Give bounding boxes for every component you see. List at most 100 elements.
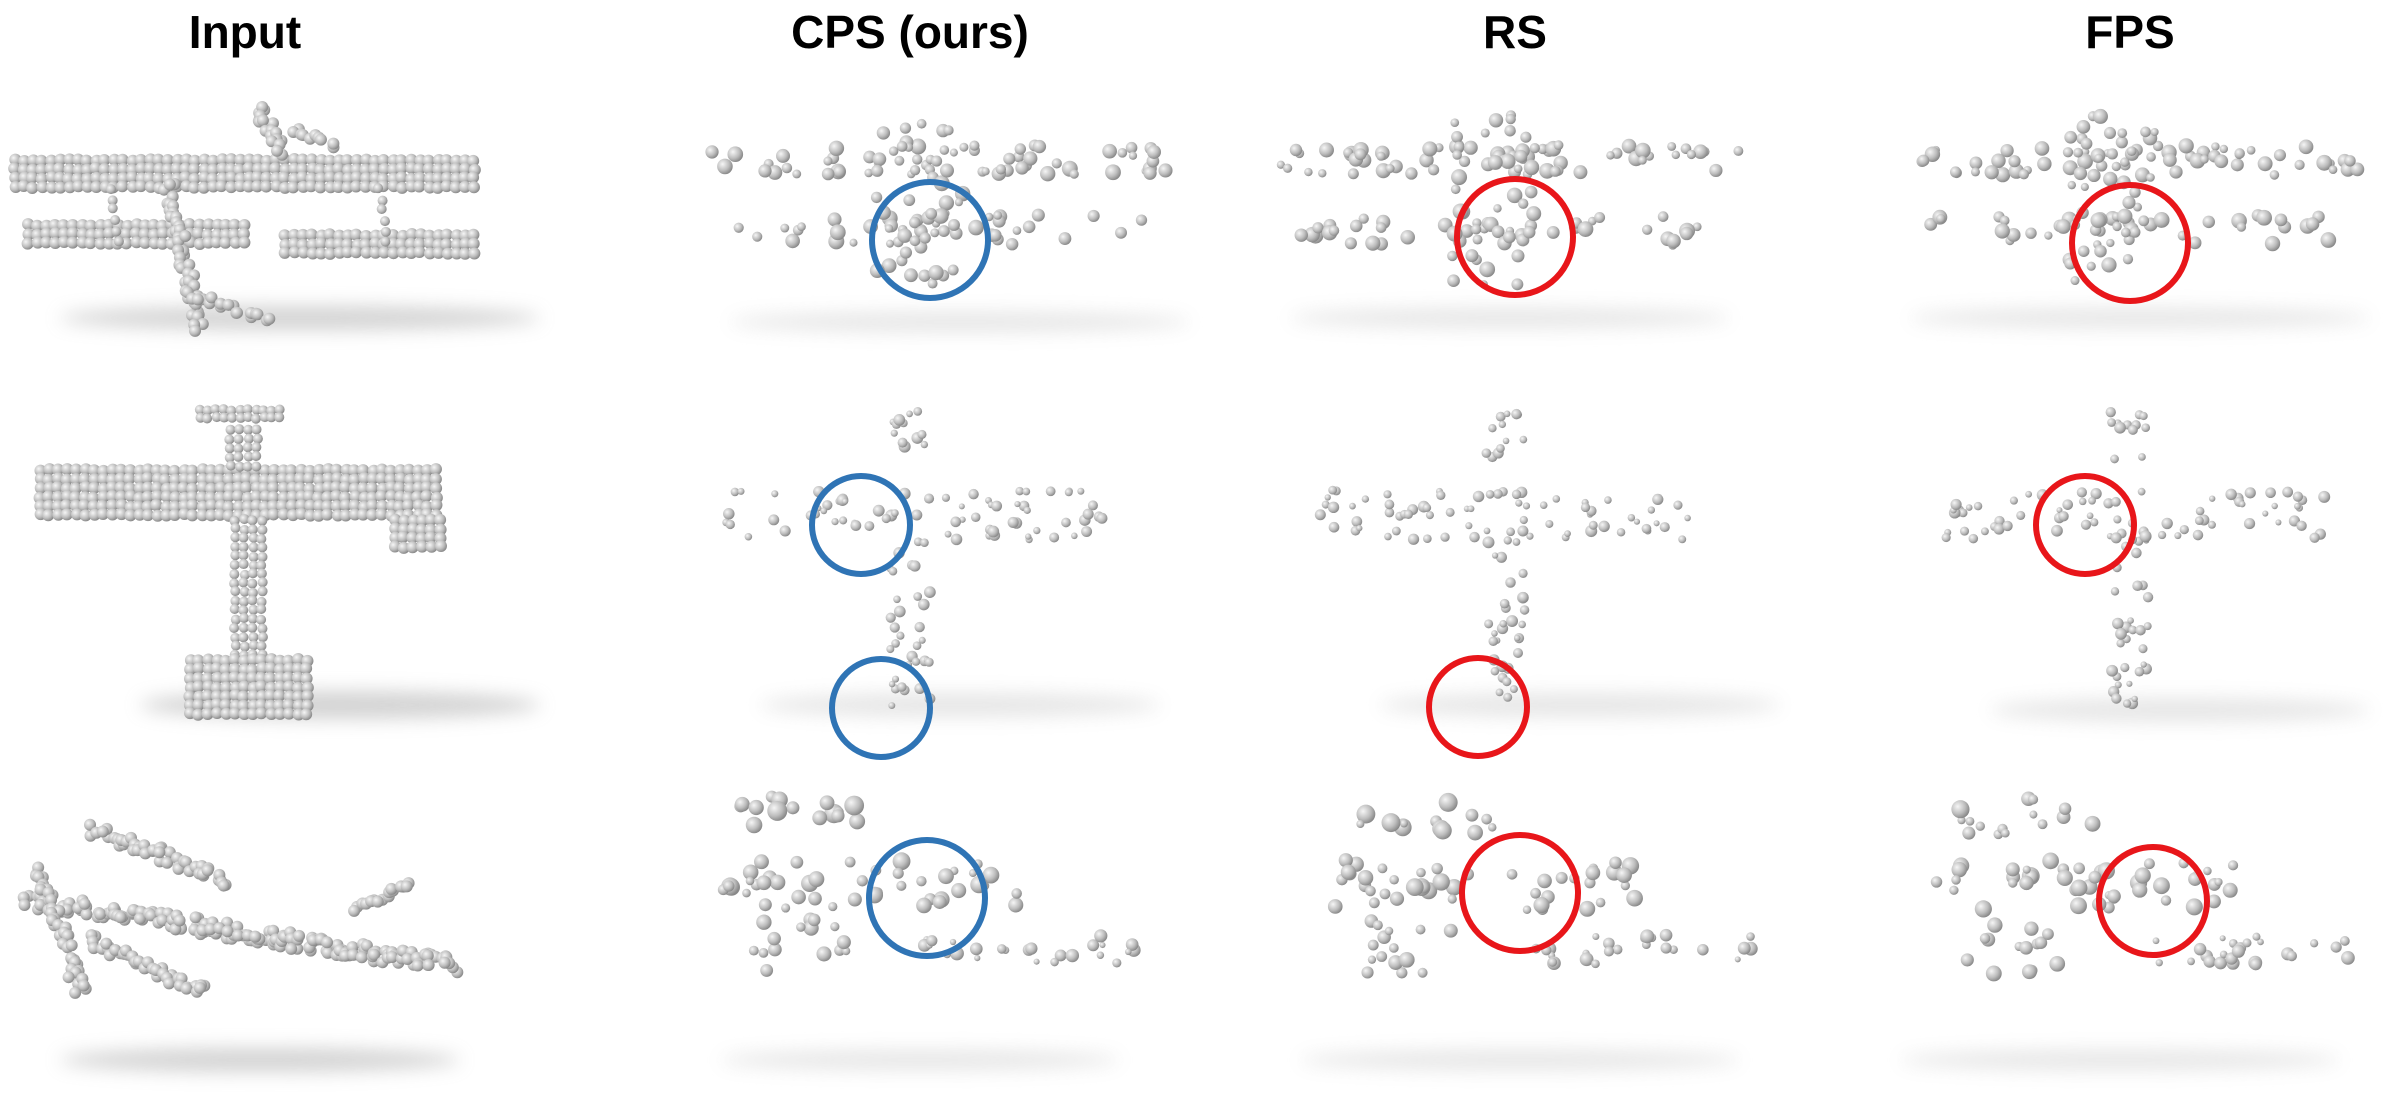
input-point: [49, 236, 62, 249]
sampled-point: [918, 269, 931, 282]
input-point: [380, 226, 391, 237]
input-point: [321, 508, 334, 521]
sampled-point: [2062, 499, 2074, 510]
sampled-point: [745, 876, 755, 886]
input-point: [242, 461, 253, 472]
sampled-point: [1400, 229, 1416, 245]
sampled-point: [1389, 891, 1405, 906]
input-point: [202, 218, 215, 231]
sampled-point: [1987, 917, 2003, 933]
input-point: [378, 246, 391, 259]
sampled-point: [1447, 250, 1458, 262]
input-point: [247, 515, 258, 526]
sampled-point: [1666, 233, 1681, 249]
sampled-point: [2187, 957, 2195, 966]
input-point: [259, 464, 272, 477]
sampled-point: [2110, 587, 2120, 596]
input-point: [205, 464, 218, 477]
sampled-point: [2195, 506, 2205, 516]
input-point: [402, 499, 415, 512]
input-point: [217, 879, 230, 892]
ground-shadow: [760, 693, 1160, 717]
sampled-point: [1514, 634, 1521, 642]
input-point: [110, 215, 121, 226]
sampled-point: [2029, 810, 2038, 819]
sampled-point: [1522, 225, 1536, 239]
input-point: [161, 154, 174, 167]
ground-shadow: [1300, 1050, 1740, 1070]
sampled-point: [1368, 897, 1380, 909]
sampled-point: [1545, 519, 1554, 528]
input-point: [292, 681, 305, 694]
input-point: [60, 499, 73, 512]
input-point: [321, 491, 334, 504]
sampled-point: [899, 122, 912, 134]
input-point: [214, 508, 227, 521]
sampled-point: [2132, 580, 2143, 592]
sampled-point: [896, 141, 908, 152]
input-point: [429, 463, 442, 476]
input-point: [116, 180, 129, 193]
input-point-clouds: [8, 100, 481, 999]
input-point: [232, 500, 245, 513]
input-point: [330, 500, 343, 513]
sampled-point: [844, 856, 856, 868]
sampled-point: [791, 889, 806, 905]
sampled-point: [2199, 154, 2209, 164]
sampled-point: [1294, 228, 1308, 242]
input-point: [286, 490, 299, 503]
highlight-circles: [809, 176, 2210, 959]
input-point: [62, 971, 75, 984]
input-point: [366, 472, 379, 485]
input-point: [90, 171, 103, 184]
sampled-point: [1384, 532, 1392, 541]
sampled-point: [923, 493, 935, 504]
sampled-point: [1099, 941, 1106, 949]
sampled-point: [1012, 226, 1022, 235]
input-point: [40, 227, 53, 240]
input-point: [247, 587, 258, 598]
sampled-point: [2128, 625, 2138, 635]
sampled-point: [938, 195, 955, 211]
sampled-point: [1970, 167, 1980, 177]
input-point: [163, 178, 176, 191]
column-title-fps: FPS: [2085, 6, 2175, 58]
sampled-point: [1112, 958, 1122, 968]
sample-rs-biplane-side: [1276, 110, 1744, 291]
sampled-point: [1524, 185, 1538, 199]
input-point: [126, 171, 139, 184]
input-point: [88, 481, 101, 494]
sampled-point: [2058, 511, 2069, 522]
sampled-point: [927, 278, 938, 289]
sampled-point: [1573, 165, 1588, 180]
sampled-point: [1511, 249, 1525, 263]
sampled-point: [914, 621, 925, 633]
input-point: [416, 540, 429, 553]
input-point: [49, 227, 62, 240]
sampled-point: [2006, 227, 2021, 242]
sampled-point: [1327, 501, 1340, 514]
sampled-point: [1450, 184, 1461, 195]
sampled-point: [1015, 486, 1024, 496]
input-point: [292, 690, 305, 703]
sampled-point: [1467, 824, 1483, 841]
sampled-point: [1505, 113, 1516, 125]
ground-shadow: [1990, 698, 2370, 722]
input-point: [70, 463, 83, 476]
sampled-point: [2076, 487, 2087, 498]
sampled-point: [2257, 938, 2264, 946]
input-point: [214, 481, 227, 494]
sampled-point: [2219, 950, 2228, 959]
input-point: [450, 238, 463, 251]
sampled-point: [781, 162, 793, 174]
ours-highlight-circle: [869, 179, 991, 301]
sampled-point: [923, 586, 936, 599]
sampled-point: [1518, 198, 1529, 209]
sampled-point: [2309, 532, 2320, 543]
sampled-point: [2214, 154, 2229, 169]
sample-fps-biplane-oblique: [1930, 791, 2355, 982]
sampled-point: [1504, 124, 1516, 137]
input-point: [35, 163, 48, 176]
input-point: [225, 460, 236, 471]
input-point: [274, 404, 285, 415]
